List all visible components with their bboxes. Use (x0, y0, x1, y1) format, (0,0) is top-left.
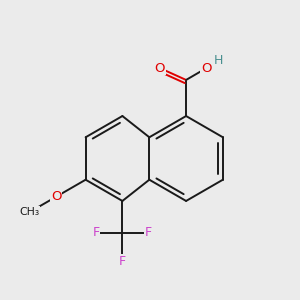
Text: F: F (145, 226, 152, 239)
Text: methoxy: methoxy (27, 212, 33, 213)
Text: O: O (154, 61, 165, 75)
Text: methoxy: methoxy (25, 212, 31, 213)
Text: CH₃: CH₃ (20, 207, 40, 217)
Text: O: O (51, 190, 62, 203)
Text: O: O (201, 61, 212, 75)
Text: F: F (119, 255, 126, 268)
Text: H: H (214, 54, 223, 67)
Text: F: F (92, 226, 100, 239)
